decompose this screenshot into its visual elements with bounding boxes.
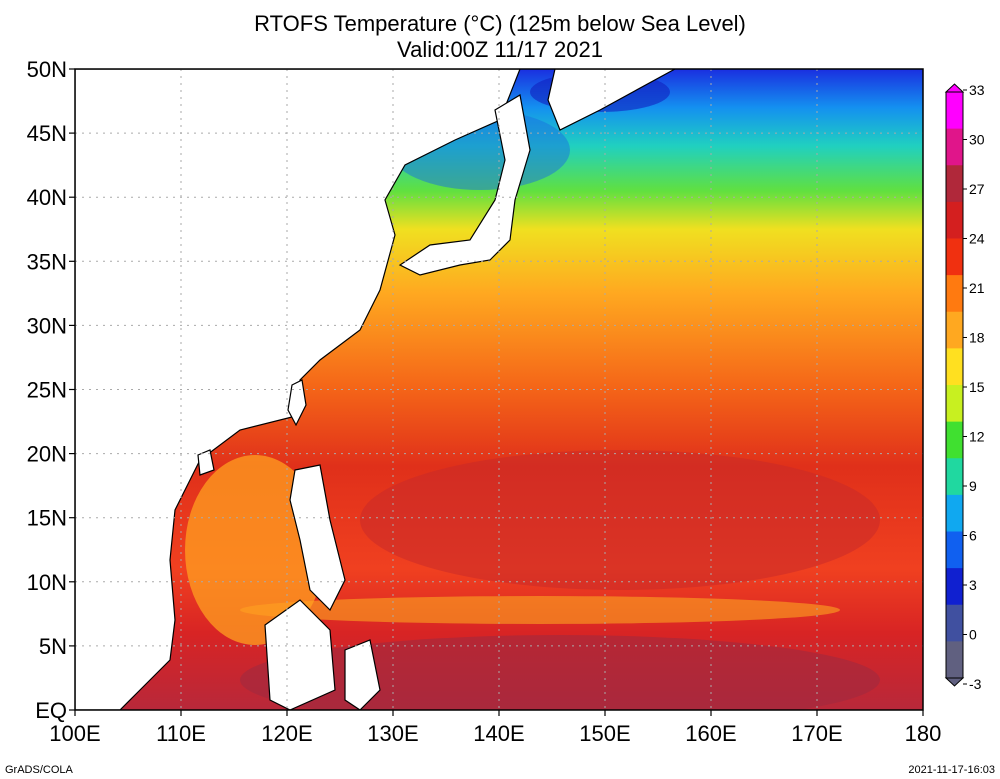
lat-tick-label: 15N: [27, 506, 67, 531]
colorbar-label: 18: [969, 330, 985, 346]
colorbar-label: 12: [969, 429, 985, 445]
lon-tick-label: 180: [905, 721, 942, 746]
equatorial-warm-patch: [240, 635, 880, 710]
colorbar-label: -3: [969, 676, 982, 692]
colorbar-label: 27: [969, 181, 985, 197]
colorbar-label: 0: [969, 627, 977, 643]
lat-tick-label: 35N: [27, 249, 67, 274]
credit-right: 2021-11-17-16:03: [908, 764, 995, 776]
maritime-islands: [344, 639, 381, 710]
colorbar-segment: [946, 458, 963, 496]
lon-tick-label: 160E: [685, 721, 736, 746]
colorbar-segment: [946, 201, 963, 239]
lon-tick-label: 150E: [579, 721, 630, 746]
colorbar-label: 9: [969, 478, 977, 494]
colorbar-segment: [946, 604, 963, 642]
colorbar-segment: [946, 641, 963, 679]
colorbar-max-arrow: [944, 83, 965, 93]
lat-tick-label: 20N: [27, 442, 67, 467]
borneo-island: [264, 599, 336, 710]
warm-pool-patch: [360, 450, 880, 590]
hokkaido-sakhalin-landmass: [547, 69, 676, 131]
colorbar-segment: [946, 348, 963, 386]
longitude-labels: 100E 110E 120E 130E 140E 150E 160E 170E 180: [49, 710, 941, 746]
lon-tick-label: 120E: [261, 721, 312, 746]
hainan-island: [197, 449, 215, 476]
colorbar-label: 33: [969, 82, 985, 98]
latitude-labels: 50N 45N 40N 35N 30N 25N 20N 15N 10N 5N EQ: [27, 57, 75, 723]
map-gridlines: [75, 69, 923, 710]
colorbar-label: 15: [969, 379, 985, 395]
colorbar-segment: [946, 531, 963, 569]
colorbar-segment: [946, 128, 963, 166]
south-china-sea-patch: [185, 455, 325, 645]
map-title: RTOFS Temperature (°C) (125m below Sea L…: [254, 11, 746, 36]
colorbar-segments: [944, 83, 965, 687]
lat-tick-label: 30N: [27, 313, 67, 338]
lat-tick-label: 50N: [27, 57, 67, 82]
colorbar-segment: [946, 494, 963, 532]
lat-tick-label: EQ: [35, 698, 67, 723]
colorbar-frame: [945, 91, 964, 679]
lon-tick-label: 140E: [473, 721, 524, 746]
lat-tick-label: 5N: [39, 634, 67, 659]
colorbar-segment: [946, 92, 963, 130]
lat-tick-label: 45N: [27, 121, 67, 146]
lat-tick-label: 40N: [27, 185, 67, 210]
lon-tick-label: 130E: [367, 721, 418, 746]
credit-left: GrADS/COLA: [5, 764, 74, 776]
colorbar-min-arrow: [944, 677, 965, 687]
lon-tick-label: 110E: [156, 721, 206, 746]
map-subtitle: Valid:00Z 11/17 2021: [397, 37, 603, 62]
lat-tick-label: 25N: [27, 378, 67, 403]
colorbar-segment: [946, 275, 963, 313]
colorbar-segment: [946, 238, 963, 276]
taiwan-island: [287, 379, 307, 427]
colorbar-segment: [946, 311, 963, 349]
colorbar-label: 3: [969, 577, 977, 593]
philippines-islands: [289, 464, 346, 612]
colorbar-label: 21: [969, 280, 985, 296]
equatorial-cool-band: [240, 596, 840, 624]
japan-landmass: [398, 94, 531, 276]
lon-tick-label: 170E: [791, 721, 842, 746]
colorbar-segment: [946, 421, 963, 459]
colorbar-segment: [946, 385, 963, 423]
colorbar-label: 30: [969, 132, 985, 148]
colorbar-label: 6: [969, 528, 977, 544]
colorbar-label: 24: [969, 231, 985, 247]
colorbar-segment: [946, 165, 963, 203]
lat-tick-label: 10N: [27, 570, 67, 595]
colorbar-segment: [946, 568, 963, 606]
lon-tick-label: 100E: [49, 721, 100, 746]
